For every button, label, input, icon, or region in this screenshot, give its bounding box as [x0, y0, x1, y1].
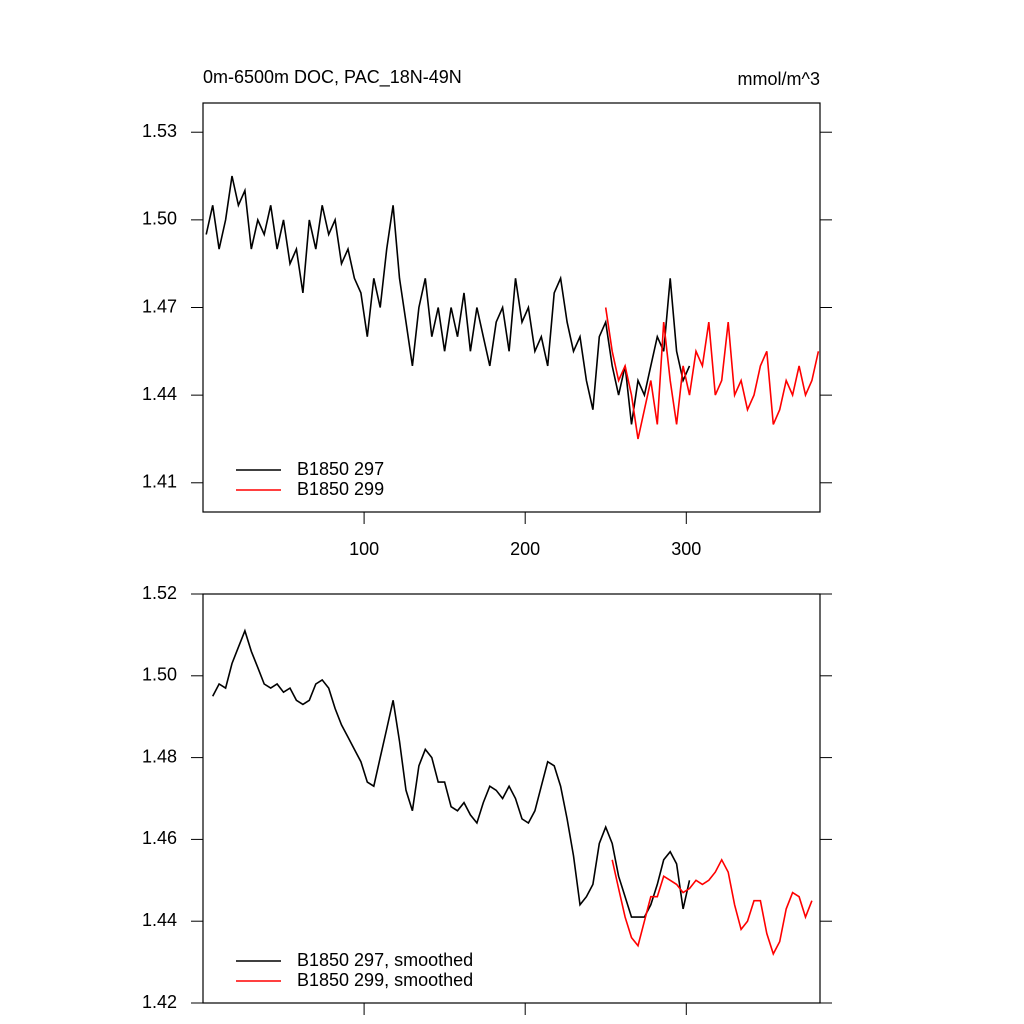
- legend-label: B1850 299: [297, 479, 384, 499]
- series-line: [604, 307, 820, 440]
- series-line: [205, 175, 691, 425]
- x-tick-label: 200: [510, 539, 540, 559]
- y-tick-label: 1.41: [142, 472, 177, 492]
- chart-title: 0m-6500m DOC, PAC_18N-49N: [203, 67, 462, 88]
- y-tick-label: 1.44: [142, 910, 177, 930]
- series-line: [211, 628, 691, 918]
- series-line: [611, 858, 813, 956]
- y-tick-label: 1.50: [142, 665, 177, 685]
- legend-label: B1850 297: [297, 459, 384, 479]
- y-tick-label: 1.44: [142, 384, 177, 404]
- y-tick-label: 1.53: [142, 121, 177, 141]
- y-tick-label: 1.47: [142, 296, 177, 316]
- plot-frame: [202, 102, 821, 513]
- plot-frame: [202, 593, 821, 1004]
- y-tick-label: 1.46: [142, 828, 177, 848]
- x-tick-label: 300: [671, 539, 701, 559]
- y-tick-label: 1.42: [142, 992, 177, 1012]
- legend-label: B1850 299, smoothed: [297, 970, 473, 990]
- x-tick-label: 100: [349, 539, 379, 559]
- y-tick-label: 1.52: [142, 583, 177, 603]
- y-tick-label: 1.48: [142, 746, 177, 766]
- y-tick-label: 1.50: [142, 209, 177, 229]
- units-label: mmol/m^3: [738, 69, 820, 89]
- legend-label: B1850 297, smoothed: [297, 950, 473, 970]
